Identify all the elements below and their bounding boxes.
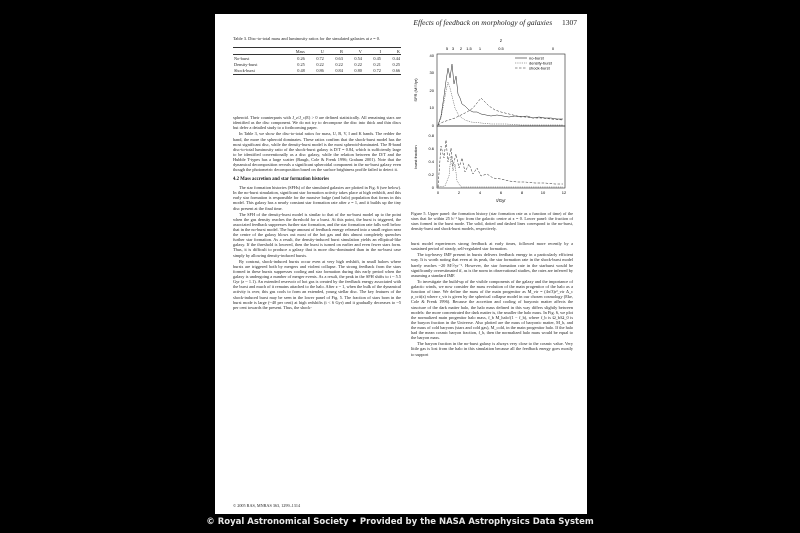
right-column: z 5 3 2 1.5 1 0.5 0 SFR (M☉/yr) 0 10 20 … — [411, 36, 573, 358]
legend-label: no-burst — [529, 56, 545, 61]
lower-panel-frame — [436, 125, 566, 189]
copyright-footer: © 2005 RAS, MNRAS 363, 1299–1314 — [233, 503, 301, 508]
table-cell: 0.25 — [297, 62, 305, 68]
table-header-cell: U — [320, 48, 324, 54]
table-header-cell: V — [358, 48, 362, 54]
table-cell: Shock-burst — [234, 68, 255, 74]
table-header-cell — [233, 48, 284, 55]
table-cell: 0.45 — [373, 55, 381, 61]
legend: no-burst density-burst shock-burst — [515, 56, 553, 71]
figure-caption: Figure 5. Upper panel: the formation his… — [411, 211, 573, 231]
body-paragraph: In Table 3, we show the disc-to-total ra… — [233, 131, 401, 173]
body-paragraph: To investigate the build-up of the visib… — [411, 279, 573, 341]
table-cell: 0.72 — [316, 55, 324, 61]
x-tick-label: 12 — [562, 190, 567, 195]
section-heading: 4.2 Mass accretion and star formation hi… — [233, 177, 330, 183]
upper-y-tick: 40 — [430, 53, 435, 58]
x-tick-label: 8 — [521, 190, 524, 195]
running-title: Effects of feedback on morphology of gal… — [413, 18, 553, 27]
x-tick-label: 6 — [500, 190, 503, 195]
x-tick-label: 10 — [541, 190, 546, 195]
x-axis-label: t/Gyr — [496, 198, 506, 203]
table-cell: 0.22 — [335, 62, 343, 68]
top-tick-label: 5 — [446, 46, 449, 51]
lower-y-tick: 0 — [432, 185, 435, 190]
table-cell: 0.54 — [354, 55, 362, 61]
table-cell: 0.66 — [392, 68, 400, 74]
table-header-row: Mass U B V I K — [233, 47, 401, 55]
no-burst-sfr-curve — [437, 63, 563, 126]
table-header-cell: B — [339, 48, 343, 54]
x-tick-label: 4 — [479, 190, 482, 195]
x-tick-label: 0 — [437, 190, 440, 195]
lower-y-tick: 0.6 — [428, 146, 434, 151]
body-paragraph: burst model experiences strong feedback … — [411, 241, 573, 252]
table-cell: 0.44 — [392, 55, 400, 61]
body-paragraph: The SFH of the density-burst model is si… — [233, 211, 401, 258]
table-cell: 0.48 — [297, 68, 305, 74]
top-tick-label: 3 — [452, 46, 455, 51]
top-tick-label: 1.5 — [466, 46, 472, 51]
top-axis-label: z — [500, 38, 503, 43]
top-tick-label: 0 — [552, 46, 555, 51]
left-column: Table 3. Disc-to-total mass and luminosi… — [233, 36, 401, 311]
disc-to-total-table: Mass U B V I K No-burst 0.26 0.72 0.63 0… — [233, 47, 401, 75]
page-number: 1307 — [562, 18, 577, 27]
upper-y-tick: 30 — [430, 70, 435, 75]
ads-credit-line: © Royal Astronomical Society • Provided … — [206, 517, 594, 527]
table-cell: 0.86 — [316, 68, 324, 74]
body-paragraph: spheroid. Their counterparts with J_z/J_… — [233, 114, 401, 131]
top-tick-label: 0.5 — [498, 46, 504, 51]
shock-burst-fraction-curve — [437, 139, 563, 188]
table-caption: Table 3. Disc-to-total mass and luminosi… — [233, 36, 381, 41]
table-row: Density-burst 0.25 0.22 0.22 0.22 0.21 0… — [233, 62, 401, 68]
x-tick-label: 2 — [458, 190, 461, 195]
upper-y-axis-label: SFR (M☉/yr) — [413, 78, 418, 102]
lower-y-axis-label: burst fraction — [413, 145, 418, 168]
table-header-cell: Mass — [295, 48, 305, 54]
table-cell: No-burst — [234, 55, 250, 61]
table-header-cell: I — [379, 48, 381, 54]
table-row: Shock-burst 0.48 0.86 0.84 0.80 0.72 0.6… — [233, 68, 401, 75]
body-paragraph: The top-heavy IMF present in bursts deli… — [411, 252, 573, 278]
legend-label: density-burst — [529, 61, 553, 66]
body-paragraph: The baryon fraction in the no-burst gala… — [411, 341, 573, 357]
table-cell: Density-burst — [234, 62, 258, 68]
table-row: No-burst 0.26 0.72 0.63 0.54 0.45 0.44 — [233, 55, 401, 62]
body-paragraph: By contrast, shock-induced bursts occur … — [233, 258, 401, 310]
density-burst-fraction-curve — [437, 155, 563, 188]
upper-y-tick: 10 — [430, 105, 435, 110]
figure-5-plot: z 5 3 2 1.5 1 0.5 0 SFR (M☉/yr) 0 10 20 … — [413, 38, 567, 203]
legend-label: shock-burst — [529, 66, 551, 71]
top-axis-ticks: 5 3 2 1.5 1 0.5 0 — [446, 46, 555, 51]
lower-y-tick: 0.4 — [428, 159, 434, 164]
upper-y-tick: 20 — [430, 88, 435, 93]
journal-page: Effects of feedback on morphology of gal… — [215, 14, 587, 514]
body-paragraph: The star formation histories (SFHs) of t… — [233, 185, 401, 211]
table-cell: 0.80 — [354, 68, 362, 74]
shock-burst-sfr-curve — [437, 97, 564, 126]
lower-y-tick: 0.2 — [428, 172, 434, 177]
density-burst-sfr-curve — [437, 81, 563, 126]
table-header-cell: K — [396, 48, 400, 54]
figure-5: z 5 3 2 1.5 1 0.5 0 SFR (M☉/yr) 0 10 20 … — [411, 36, 573, 208]
x-axis-ticks: 0 2 4 6 8 10 12 — [437, 190, 567, 195]
table-cell: 0.26 — [297, 55, 305, 61]
running-header: Effects of feedback on morphology of gal… — [413, 18, 577, 27]
table-cell: 0.63 — [335, 55, 343, 61]
table-cell: 0.84 — [335, 68, 343, 74]
top-tick-label: 2 — [460, 46, 463, 51]
table-cell: 0.25 — [392, 62, 400, 68]
lower-y-tick: 0.8 — [428, 133, 434, 138]
top-tick-label: 1 — [479, 46, 482, 51]
table-cell: 0.22 — [354, 62, 362, 68]
table-cell: 0.72 — [373, 68, 381, 74]
upper-y-tick: 0 — [432, 123, 435, 128]
table-cell: 0.22 — [316, 62, 324, 68]
table-cell: 0.21 — [373, 62, 381, 68]
